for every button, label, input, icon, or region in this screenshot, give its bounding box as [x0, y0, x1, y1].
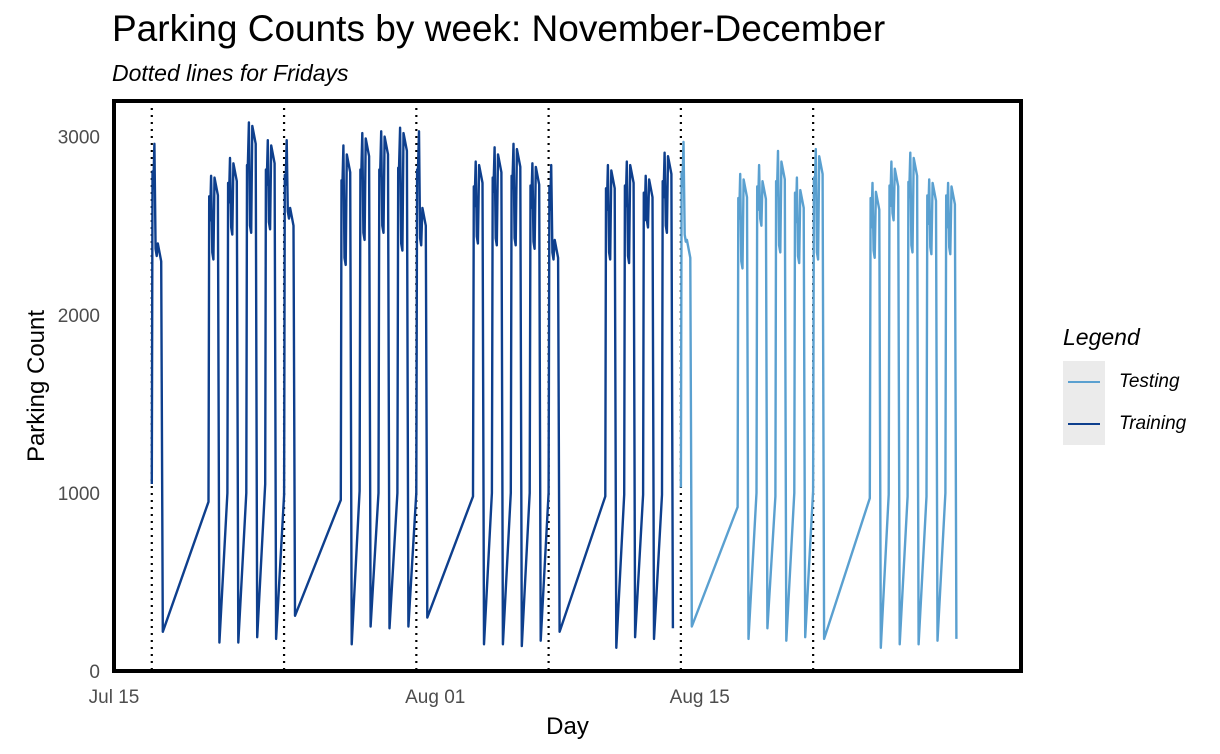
panel-border — [112, 99, 1023, 673]
y-axis-title: Parking Count — [23, 310, 50, 462]
axis-ticks: 0 1000 2000 3000 Jul 15 Aug 01 Aug 15 — [58, 128, 730, 708]
x-tick-label: Aug 01 — [405, 687, 465, 708]
series-line-training — [150, 121, 675, 649]
legend-item-training: Training — [1063, 403, 1186, 445]
chart-title: Parking Counts by week: November-Decembe… — [112, 8, 886, 49]
x-tick-label: Jul 15 — [89, 687, 140, 708]
y-tick-label: 2000 — [58, 306, 100, 327]
x-tick-label: Aug 15 — [670, 687, 730, 708]
y-tick-label: 1000 — [58, 484, 100, 505]
legend-label-training: Training — [1119, 413, 1187, 434]
legend-item-testing: Testing — [1063, 361, 1186, 403]
chart-subtitle: Dotted lines for Fridays — [112, 60, 349, 86]
legend-label-testing: Testing — [1119, 371, 1180, 392]
legend-key-testing — [1063, 361, 1105, 403]
x-axis-title: Day — [546, 713, 589, 740]
series-group — [150, 121, 958, 649]
legend-title: Legend — [1063, 324, 1140, 350]
series-line-testing — [679, 140, 958, 649]
y-tick-label: 3000 — [58, 128, 100, 149]
y-tick-label: 0 — [89, 662, 100, 683]
legend: Legend Testing Training — [1063, 324, 1186, 445]
legend-key-training — [1063, 403, 1105, 445]
